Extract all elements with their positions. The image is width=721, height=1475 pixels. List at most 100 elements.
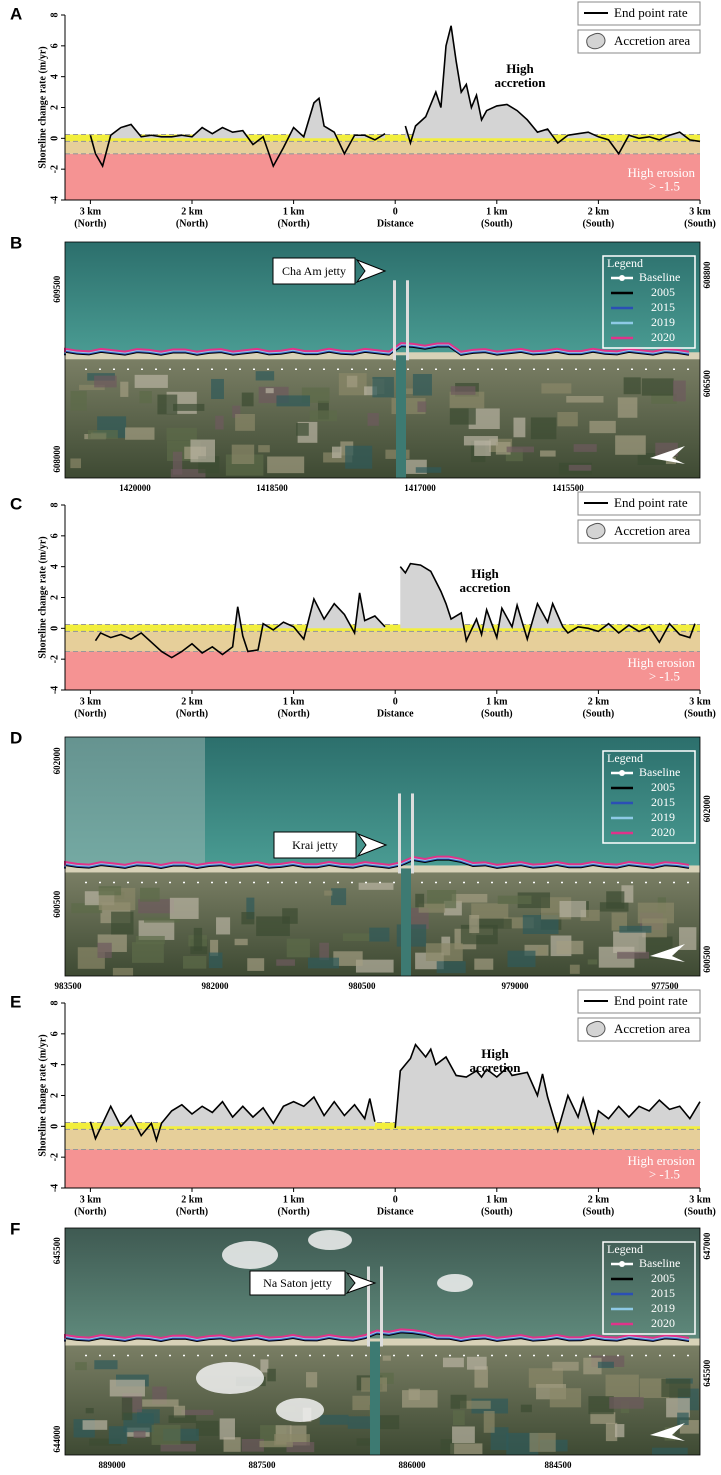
y-tick-label: 8 bbox=[49, 13, 60, 18]
x-tick-label: 3 km bbox=[80, 696, 102, 707]
land-patch bbox=[426, 943, 463, 961]
x-tick-label: 0 bbox=[393, 1194, 398, 1205]
threshold-band bbox=[65, 1149, 700, 1188]
x-tick-sublabel: (North) bbox=[74, 708, 106, 719]
page: AHigh erosion> -1.5-4-202468Shoreline ch… bbox=[0, 0, 721, 1475]
y-tick-label: 8 bbox=[49, 1001, 60, 1006]
x-tick-sublabel: (North) bbox=[176, 708, 208, 719]
legend-label: Accretion area bbox=[614, 1021, 690, 1036]
land-patch bbox=[467, 1357, 487, 1370]
land-patch bbox=[677, 1413, 689, 1425]
land-patch bbox=[618, 397, 638, 417]
land-patch bbox=[140, 888, 160, 902]
annotation: High bbox=[481, 1046, 509, 1061]
land-patch bbox=[642, 378, 674, 395]
land-patch bbox=[220, 1418, 235, 1439]
land-patch bbox=[498, 896, 532, 904]
jetty bbox=[398, 793, 401, 873]
land-patch bbox=[609, 1397, 643, 1409]
land-patch bbox=[134, 1431, 146, 1438]
panel-label: B bbox=[10, 233, 22, 252]
band-label: High erosion bbox=[627, 1153, 695, 1168]
channel bbox=[396, 355, 406, 478]
map-legend-label: 2019 bbox=[651, 315, 675, 329]
land-patch bbox=[452, 894, 488, 903]
map-right-label: 600500 bbox=[702, 945, 712, 973]
annotation: High bbox=[506, 61, 534, 76]
land-patch bbox=[652, 1448, 688, 1455]
y-tick-label: 6 bbox=[49, 43, 60, 48]
land-patch bbox=[209, 953, 223, 969]
map-x-label: 1415500 bbox=[552, 483, 584, 493]
land-patch bbox=[451, 386, 476, 395]
land-patch bbox=[402, 1390, 438, 1407]
panel-label: E bbox=[10, 992, 21, 1011]
land-patch bbox=[232, 445, 254, 464]
land-patch bbox=[247, 958, 264, 971]
land-patch bbox=[347, 376, 357, 388]
land-patch bbox=[241, 912, 254, 924]
land-patch bbox=[556, 941, 583, 954]
x-tick-sublabel: Distance bbox=[377, 218, 414, 229]
land-patch bbox=[416, 467, 441, 473]
land-patch bbox=[550, 1388, 581, 1407]
band-label: > -1.5 bbox=[649, 179, 680, 194]
y-tick-label: -4 bbox=[49, 196, 60, 204]
land-patch bbox=[617, 952, 649, 959]
land-patch bbox=[320, 1415, 349, 1425]
x-tick-label: 2 km bbox=[588, 696, 610, 707]
map-legend-label: 2019 bbox=[651, 810, 675, 824]
x-tick-label: 0 bbox=[393, 206, 398, 217]
land-patch bbox=[94, 376, 117, 388]
map-x-label: 980500 bbox=[349, 981, 377, 991]
land-patch bbox=[259, 1441, 292, 1447]
x-tick-label: 1 km bbox=[283, 206, 305, 217]
land-patch bbox=[190, 440, 215, 463]
x-tick-sublabel: (North) bbox=[74, 218, 106, 229]
y-tick-label: 0 bbox=[49, 626, 60, 631]
land-patch bbox=[113, 968, 133, 976]
y-axis-label: Shoreline change rate (m/yr) bbox=[37, 46, 48, 168]
x-tick-sublabel: (North) bbox=[277, 218, 309, 229]
x-tick-sublabel: (South) bbox=[481, 1206, 513, 1217]
jetty-label: Na Saton jetty bbox=[263, 1276, 332, 1290]
land-patch bbox=[324, 891, 332, 896]
map-legend-label: 2015 bbox=[651, 1286, 675, 1300]
haze bbox=[65, 737, 205, 868]
map-left-label: 644000 bbox=[52, 1425, 62, 1453]
land-patch bbox=[538, 947, 547, 955]
land-patch bbox=[619, 926, 651, 933]
land-patch bbox=[94, 1360, 117, 1369]
y-axis-label: Shoreline change rate (m/yr) bbox=[37, 536, 48, 658]
land-patch bbox=[122, 1398, 132, 1421]
map-legend-label: 2015 bbox=[651, 300, 675, 314]
panel-label: C bbox=[10, 494, 22, 513]
map-right-label: 606500 bbox=[702, 370, 712, 398]
map-x-label: 887500 bbox=[249, 1460, 277, 1470]
land-patch bbox=[574, 444, 597, 452]
land-patch bbox=[169, 1415, 197, 1423]
land-patch bbox=[413, 374, 432, 396]
land-patch bbox=[541, 383, 571, 393]
panel-label: D bbox=[10, 728, 22, 747]
figure: AHigh erosion> -1.5-4-202468Shoreline ch… bbox=[0, 0, 721, 1475]
land-patch bbox=[139, 391, 151, 403]
land-patch bbox=[331, 888, 346, 905]
x-tick-sublabel: (South) bbox=[583, 708, 615, 719]
land-patch bbox=[276, 395, 310, 406]
map-legend-dot bbox=[619, 275, 625, 281]
land-patch bbox=[267, 456, 304, 473]
y-tick-label: 2 bbox=[49, 595, 60, 600]
land-patch bbox=[383, 1356, 391, 1361]
legend-label: End point rate bbox=[614, 993, 688, 1008]
land-patch bbox=[368, 413, 379, 426]
jetty bbox=[367, 1267, 370, 1347]
land-patch bbox=[507, 447, 534, 453]
map-x-label: 983500 bbox=[55, 981, 83, 991]
land-patch bbox=[235, 414, 255, 431]
map-legend-label: 2019 bbox=[651, 1301, 675, 1315]
land-patch bbox=[181, 1410, 213, 1415]
threshold-band bbox=[65, 651, 700, 690]
annotation: High bbox=[471, 566, 499, 581]
x-tick-label: 1 km bbox=[486, 696, 508, 707]
